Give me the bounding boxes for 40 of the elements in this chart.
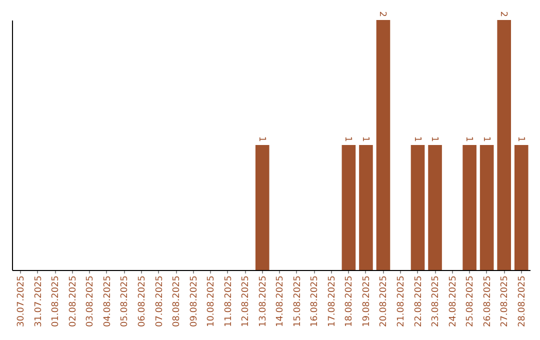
- x-tick-label: 07.08.2025: [154, 276, 165, 328]
- data-label: 1: [464, 136, 474, 142]
- x-tick-label: 16.08.2025: [310, 276, 320, 328]
- x-tick-label: 22.08.2025: [414, 276, 424, 328]
- x-tick-label: 26.08.2025: [482, 276, 493, 328]
- data-label: 1: [342, 136, 353, 142]
- x-tick-label: 05.08.2025: [120, 276, 130, 328]
- x-tick-label: 04.08.2025: [102, 276, 113, 328]
- x-tick-label: 21.08.2025: [396, 276, 406, 328]
- data-label: 1: [480, 136, 491, 142]
- x-tick-label: 30.07.2025: [16, 276, 27, 328]
- x-tick-label: 03.08.2025: [86, 276, 96, 328]
- x-tick-label: 20.08.2025: [379, 276, 390, 328]
- data-label: 1: [429, 136, 440, 142]
- x-tick-label: 10.08.2025: [206, 276, 217, 328]
- x-tick-label: 25.08.2025: [466, 276, 476, 328]
- data-label: 2: [377, 11, 388, 17]
- x-tick-label: 23.08.2025: [431, 276, 442, 328]
- x-tick-label: 13.08.2025: [258, 276, 268, 328]
- x-tick-label: 11.08.2025: [224, 276, 234, 328]
- x-tick-label: 28.08.2025: [517, 276, 528, 328]
- x-tick-label: 18.08.2025: [344, 276, 355, 328]
- x-tick-label: 31.07.2025: [34, 276, 44, 328]
- data-label: 1: [256, 136, 266, 142]
- x-tick-label: 02.08.2025: [68, 276, 78, 328]
- x-tick-label: 01.08.2025: [51, 276, 62, 328]
- data-label: 1: [360, 136, 370, 142]
- x-tick-label: 24.08.2025: [448, 276, 458, 328]
- x-tick-label: 15.08.2025: [292, 276, 303, 328]
- x-tick-label: 12.08.2025: [241, 276, 252, 328]
- data-label: 1: [515, 136, 526, 142]
- x-tick-label: 27.08.2025: [500, 276, 510, 328]
- x-tick-label: 08.08.2025: [172, 276, 182, 328]
- x-tick-label: 17.08.2025: [327, 276, 338, 328]
- x-tick-label: 14.08.2025: [276, 276, 286, 328]
- x-tick-label: 09.08.2025: [189, 276, 200, 328]
- x-tick-label: 06.08.2025: [138, 276, 148, 328]
- data-label: 2: [498, 11, 508, 17]
- data-label: 1: [412, 136, 422, 142]
- x-tick-label: 19.08.2025: [362, 276, 372, 328]
